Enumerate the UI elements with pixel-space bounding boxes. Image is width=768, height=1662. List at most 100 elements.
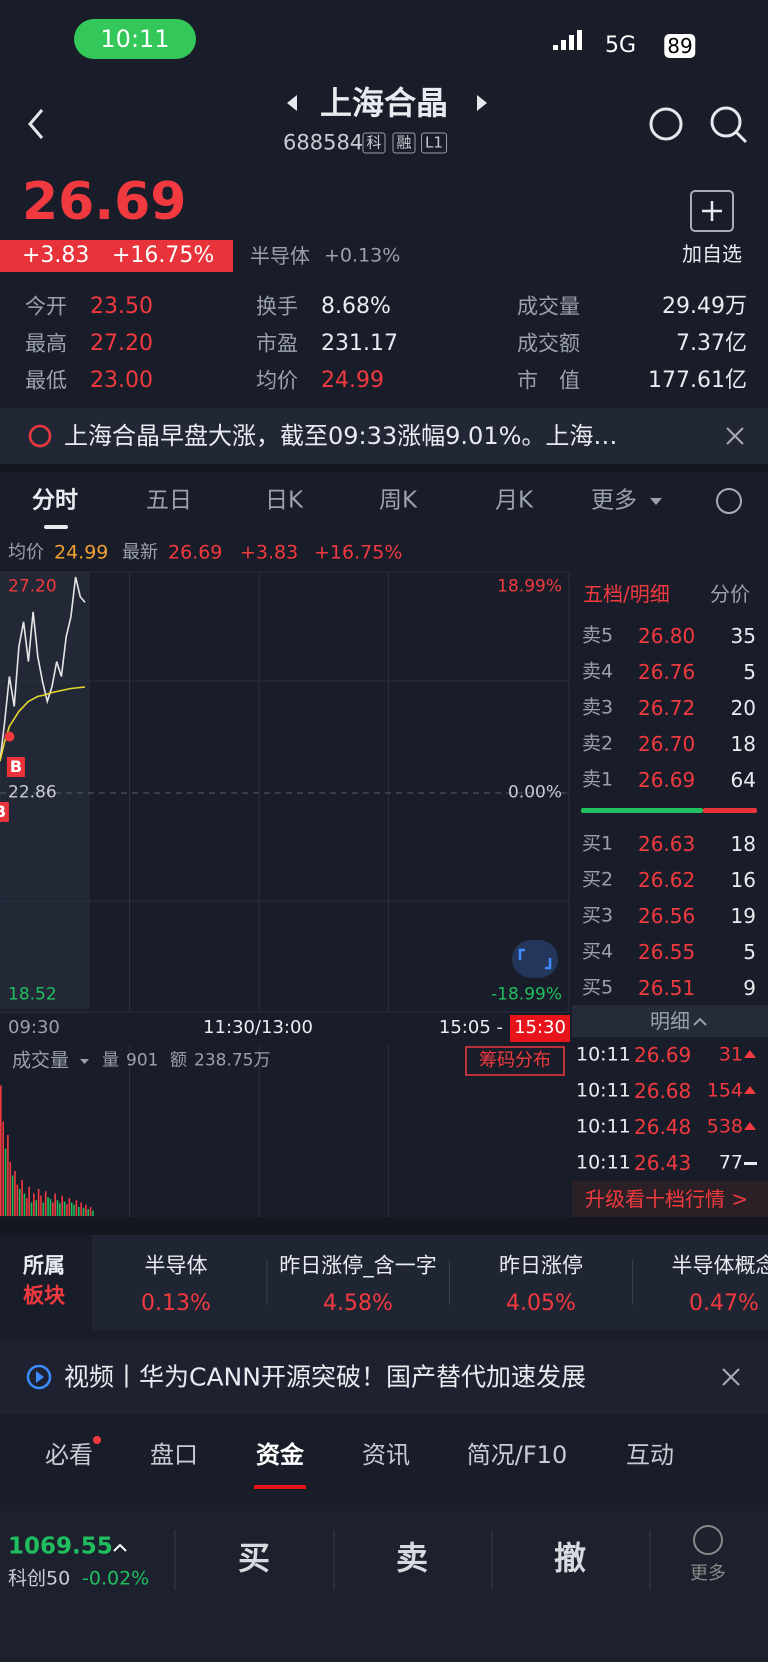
volume-bar [16,1184,19,1216]
volume-bar [18,1189,21,1216]
section-tab[interactable]: 资金 [256,1441,304,1469]
depth-red [703,808,757,813]
price-line [0,576,86,762]
book-label: 卖5 [582,624,614,647]
book-qty: 9 [743,976,756,1000]
tab-underline [44,525,68,529]
trade-price: 26.69 [634,1043,692,1067]
more-label[interactable]: 更多 [690,1563,726,1584]
trade-action[interactable]: 撤 [553,1539,587,1577]
close-icon[interactable] [726,427,744,445]
stat-label: 成交额 [517,331,580,356]
video-banner[interactable] [0,1340,768,1414]
chevron [113,1543,127,1552]
volume-bar [0,1085,2,1216]
last-label: 最新 [122,542,158,563]
trade-action[interactable]: 买 [237,1539,271,1577]
search-icon [734,130,748,144]
video-text[interactable]: 视频丨华为CANN开源突破！国产替代加速发展 [64,1362,586,1392]
section-tab[interactable]: 简况/F10 [466,1441,568,1469]
signal-bar [561,40,566,50]
badge: 融 [392,132,416,154]
up-arrow [744,1122,756,1130]
amount: 238.75万 [194,1050,271,1071]
volume-bar [66,1204,68,1216]
volume-bar [7,1135,9,1216]
volume-bar [23,1193,26,1216]
news-text[interactable]: 上海合晶早盘大涨，截至09:33涨幅9.01%。上海… [64,422,618,450]
news-banner[interactable] [0,408,768,464]
chart-tab[interactable]: 日K [265,487,304,514]
volume-bar [75,1200,78,1216]
volume-bar [14,1171,16,1216]
book-label: 卖1 [582,768,614,791]
settings-icon[interactable] [716,488,742,514]
x-tick-label: 15:30 [514,1017,566,1038]
stat-label: 市盈 [256,331,298,356]
change-pct: +16.75% [314,541,403,564]
add-button[interactable] [690,190,734,232]
volume-bar [54,1193,56,1216]
volume-bar [25,1198,28,1216]
volume-bar [68,1198,71,1216]
signal-bar [577,30,582,50]
book-tab[interactable]: 五档/明细 [583,582,670,606]
chart-tab[interactable]: 分时 [32,487,78,514]
refresh-icon[interactable] [649,107,683,141]
trade-time: 10:11 [576,1079,631,1102]
volume-bar [4,1148,7,1216]
sector-name[interactable]: 半导体概念 [671,1253,768,1278]
sector[interactable]: 半导体 [250,244,310,268]
section-tab[interactable]: 互动 [626,1441,674,1469]
book-price: 26.62 [638,868,696,892]
chart-tab[interactable]: 五日 [146,487,192,514]
add-label[interactable]: 加自选 [682,242,742,266]
section-tab[interactable]: 盘口 [150,1441,198,1469]
section-tab[interactable]: 必看 [45,1441,93,1469]
add-icon [702,201,722,221]
stat-label: 最低 [25,368,67,393]
trade-price: 26.68 [634,1079,692,1103]
volume-bar [44,1191,47,1216]
alert-icon [28,424,52,448]
sector-name[interactable]: 昨日涨停 [499,1253,583,1278]
trade-time: 10:11 [576,1151,631,1174]
trade-action[interactable]: 卖 [395,1539,429,1577]
trade-qty: 154 [706,1079,743,1102]
volume-bar [21,1180,23,1216]
book-price: 26.69 [638,768,696,792]
detail-title[interactable]: 明细 [650,1009,690,1033]
upgrade-link[interactable]: 升级看十档行情 > [585,1187,749,1211]
stat-value: 8.68% [321,294,391,319]
chip-button[interactable]: 筹码分布 [479,1050,551,1071]
book-label: 买2 [582,868,614,891]
book-label: 卖4 [582,660,614,683]
trade-qty: 31 [718,1043,743,1066]
sector-name[interactable]: 半导体 [144,1253,208,1278]
back-icon[interactable] [28,109,44,139]
chart-tab[interactable]: 周K [379,487,418,514]
upgrade-bar[interactable] [572,1181,768,1217]
trade-price: 26.48 [634,1115,692,1139]
book-tab[interactable]: 分价 [710,582,750,606]
x-tick-label: 11:30/13:00 [203,1017,313,1038]
stat-label: 均价 [256,368,298,393]
section-tab[interactable]: 资讯 [362,1441,410,1469]
volume-bar [30,1202,33,1216]
volume-bar [61,1195,64,1216]
chart-tab[interactable]: 更多 [591,487,637,514]
sector-name[interactable]: 昨日涨停_含一字 [279,1253,437,1278]
chart-tab[interactable]: 月K [495,487,534,514]
avg: 24.99 [54,541,109,564]
book-label: 卖3 [582,696,614,719]
chip-button[interactable] [465,1046,565,1076]
separators [174,1530,651,1590]
volume-bar [9,1162,12,1216]
volume-title[interactable]: 成交量 [12,1049,70,1072]
more-icon[interactable] [693,1525,723,1555]
close-icon[interactable] [722,1368,740,1386]
stat-value: 23.00 [90,368,153,393]
signal-bar [569,35,574,50]
search-icon[interactable] [710,106,742,138]
